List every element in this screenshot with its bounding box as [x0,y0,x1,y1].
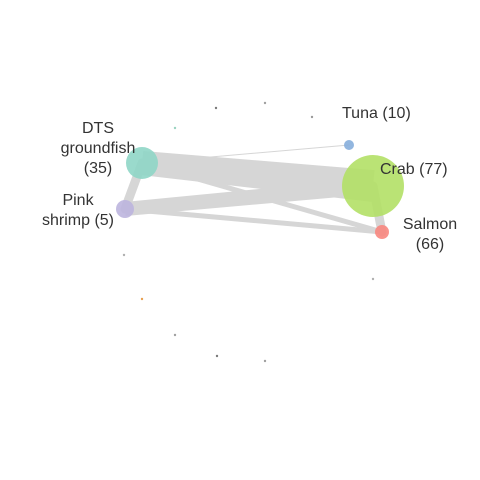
node-label-pink: Pink shrimp (5) [42,192,114,229]
node-crab [342,155,404,217]
node-salmon [375,225,389,239]
edge-pink-salmon [122,206,385,235]
minor-nodes-layer [122,101,375,363]
minor-node-m1 [214,106,218,110]
node-label-line: DTS [82,120,114,137]
minor-node-m7 [173,333,177,337]
node-dts [126,147,158,179]
edges-layer [120,144,387,237]
edge-dts-tuna [141,144,350,164]
node-label-line: Salmon [403,216,457,233]
node-label-line: shrimp (5) [42,212,114,229]
nodes-layer [116,140,404,239]
minor-node-m4 [310,115,314,119]
node-tuna [344,140,354,150]
edge-dts-salmon [139,160,385,235]
node-label-line: (35) [84,160,112,177]
minor-node-m9 [263,359,267,363]
node-label-crab: Crab (77) [380,161,448,178]
edge-pink-crab [124,178,374,216]
minor-node-m2 [263,101,267,105]
node-label-line: (66) [416,236,444,253]
minor-node-m5 [122,253,126,257]
minor-node-m6 [140,297,144,301]
node-label-line: Crab (77) [380,161,448,178]
minor-node-m3 [173,126,177,130]
minor-node-m8 [215,354,219,358]
node-label-line: Tuna (10) [342,105,411,122]
node-label-dts: DTS groundfish (35) [61,120,136,177]
minor-node-m10 [371,277,375,281]
labels-layer: DTS groundfish (35) Pink shrimp (5) Tuna (10)… [42,105,457,253]
node-label-salmon: Salmon (66) [403,216,457,253]
node-label-tuna: Tuna (10) [342,105,411,122]
node-label-line: Pink [62,192,94,209]
node-pink [116,200,134,218]
node-label-line: groundfish [61,140,136,157]
